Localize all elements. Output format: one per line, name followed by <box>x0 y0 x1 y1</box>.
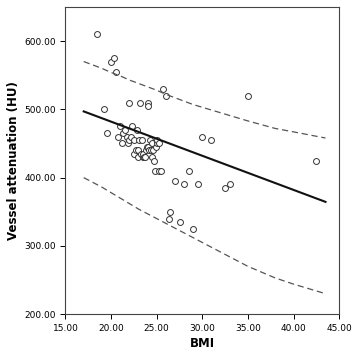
Point <box>124 134 130 140</box>
Point <box>142 154 148 160</box>
Point <box>222 185 228 191</box>
Point <box>126 100 132 105</box>
Point <box>139 137 145 143</box>
Point <box>148 137 153 143</box>
Point <box>108 59 114 64</box>
Point <box>313 158 319 164</box>
Point <box>149 154 155 160</box>
Point <box>151 158 157 164</box>
Point <box>133 147 139 153</box>
Point <box>119 141 125 146</box>
Point <box>111 55 117 61</box>
Point <box>146 144 151 150</box>
Point <box>149 141 155 146</box>
Point <box>152 168 158 174</box>
Point <box>150 147 156 153</box>
Point <box>148 147 154 153</box>
Point <box>131 137 137 143</box>
Point <box>181 182 187 187</box>
Point <box>140 151 146 157</box>
Point <box>154 137 159 143</box>
Point <box>117 124 123 129</box>
Point <box>157 168 162 174</box>
Point <box>140 154 146 160</box>
Point <box>227 182 233 187</box>
Point <box>163 93 169 99</box>
Point <box>166 216 172 221</box>
Point <box>158 168 164 174</box>
Point <box>126 137 132 143</box>
Point <box>134 127 140 133</box>
Point <box>168 209 173 215</box>
Point <box>177 219 182 225</box>
Point <box>137 100 143 105</box>
Point <box>209 137 214 143</box>
Point <box>122 127 128 133</box>
Point <box>190 226 196 232</box>
Point <box>160 86 166 92</box>
Point <box>154 141 159 146</box>
Point <box>94 31 100 37</box>
Point <box>146 147 152 153</box>
X-axis label: BMI: BMI <box>190 337 215 350</box>
Point <box>145 103 150 109</box>
Point <box>172 178 178 184</box>
Point <box>136 147 141 153</box>
Point <box>128 134 134 140</box>
Point <box>125 141 130 146</box>
Point <box>195 182 201 187</box>
Point <box>101 106 107 112</box>
Point <box>145 100 150 105</box>
Point <box>186 168 191 174</box>
Point <box>136 137 142 143</box>
Point <box>144 144 150 150</box>
Point <box>143 147 149 153</box>
Point <box>129 124 135 129</box>
Point <box>116 134 121 140</box>
Point <box>156 141 162 146</box>
Point <box>131 151 137 157</box>
Point <box>153 144 159 150</box>
Y-axis label: Vessel attenuation (HU): Vessel attenuation (HU) <box>7 81 20 240</box>
Point <box>200 134 205 140</box>
Point <box>120 130 126 136</box>
Point <box>136 154 141 160</box>
Point <box>113 69 118 75</box>
Point <box>245 93 251 99</box>
Point <box>104 130 109 136</box>
Point <box>141 154 147 160</box>
Point <box>138 151 144 157</box>
